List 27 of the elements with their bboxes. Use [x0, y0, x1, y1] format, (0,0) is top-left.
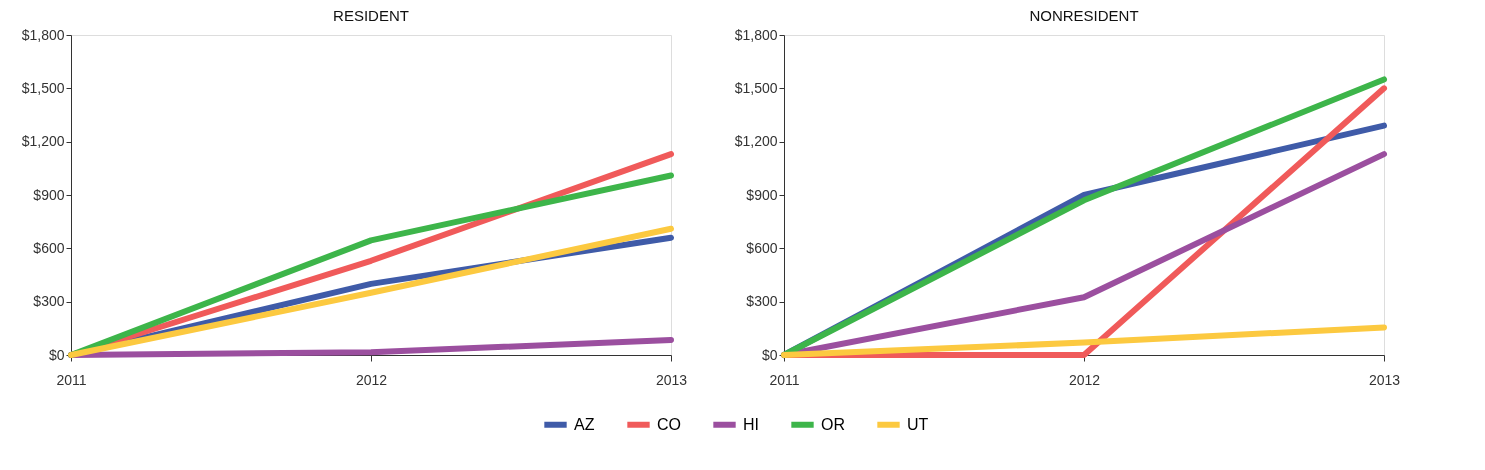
y-tick-label: $900: [746, 186, 778, 203]
legend-label: UT: [907, 415, 929, 433]
x-tick-label: 2011: [769, 371, 800, 388]
y-tick-label: $600: [33, 239, 65, 256]
y-tick-label: $300: [33, 293, 65, 310]
y-tick-label: $600: [746, 239, 778, 256]
y-tick-label: $0: [48, 346, 65, 363]
y-tick-label: $900: [33, 186, 65, 203]
y-tick-label: $0: [761, 346, 778, 363]
y-tick-label: $1,500: [734, 79, 778, 96]
legend-label: HI: [743, 415, 759, 433]
x-tick-label: 2013: [1368, 371, 1401, 388]
x-tick-label: 2013: [655, 371, 688, 388]
legend-label: AZ: [574, 415, 595, 433]
y-tick-label: $1,200: [21, 133, 65, 150]
y-tick-label: $1,800: [21, 26, 65, 43]
legend-label: OR: [821, 415, 845, 433]
y-tick-label: $300: [746, 293, 778, 310]
chart-title: RESIDENT: [333, 7, 409, 24]
y-tick-label: $1,500: [21, 79, 65, 96]
chart-title: NONRESIDENT: [1029, 7, 1139, 24]
x-tick-label: 2012: [1068, 371, 1101, 388]
legend-label: CO: [657, 415, 681, 433]
x-tick-label: 2011: [56, 371, 87, 388]
x-tick-label: 2012: [355, 371, 388, 388]
y-tick-label: $1,200: [734, 133, 778, 150]
y-tick-label: $1,800: [734, 26, 778, 43]
